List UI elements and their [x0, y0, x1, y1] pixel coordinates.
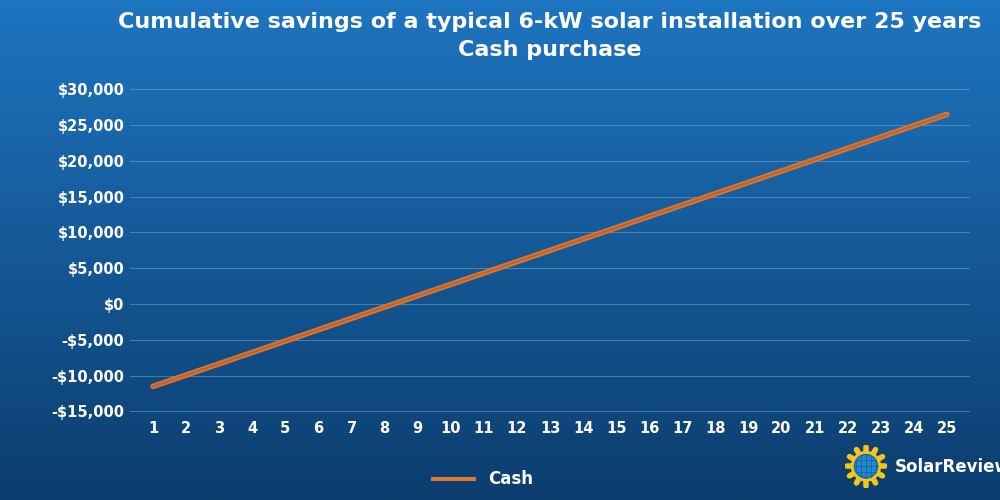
Circle shape [854, 454, 878, 478]
Title: Cumulative savings of a typical 6-kW solar installation over 25 years
Cash purch: Cumulative savings of a typical 6-kW sol… [118, 12, 982, 60]
Circle shape [852, 452, 880, 481]
Legend: Cash: Cash [426, 464, 539, 495]
Text: SolarReviews: SolarReviews [895, 458, 1000, 476]
